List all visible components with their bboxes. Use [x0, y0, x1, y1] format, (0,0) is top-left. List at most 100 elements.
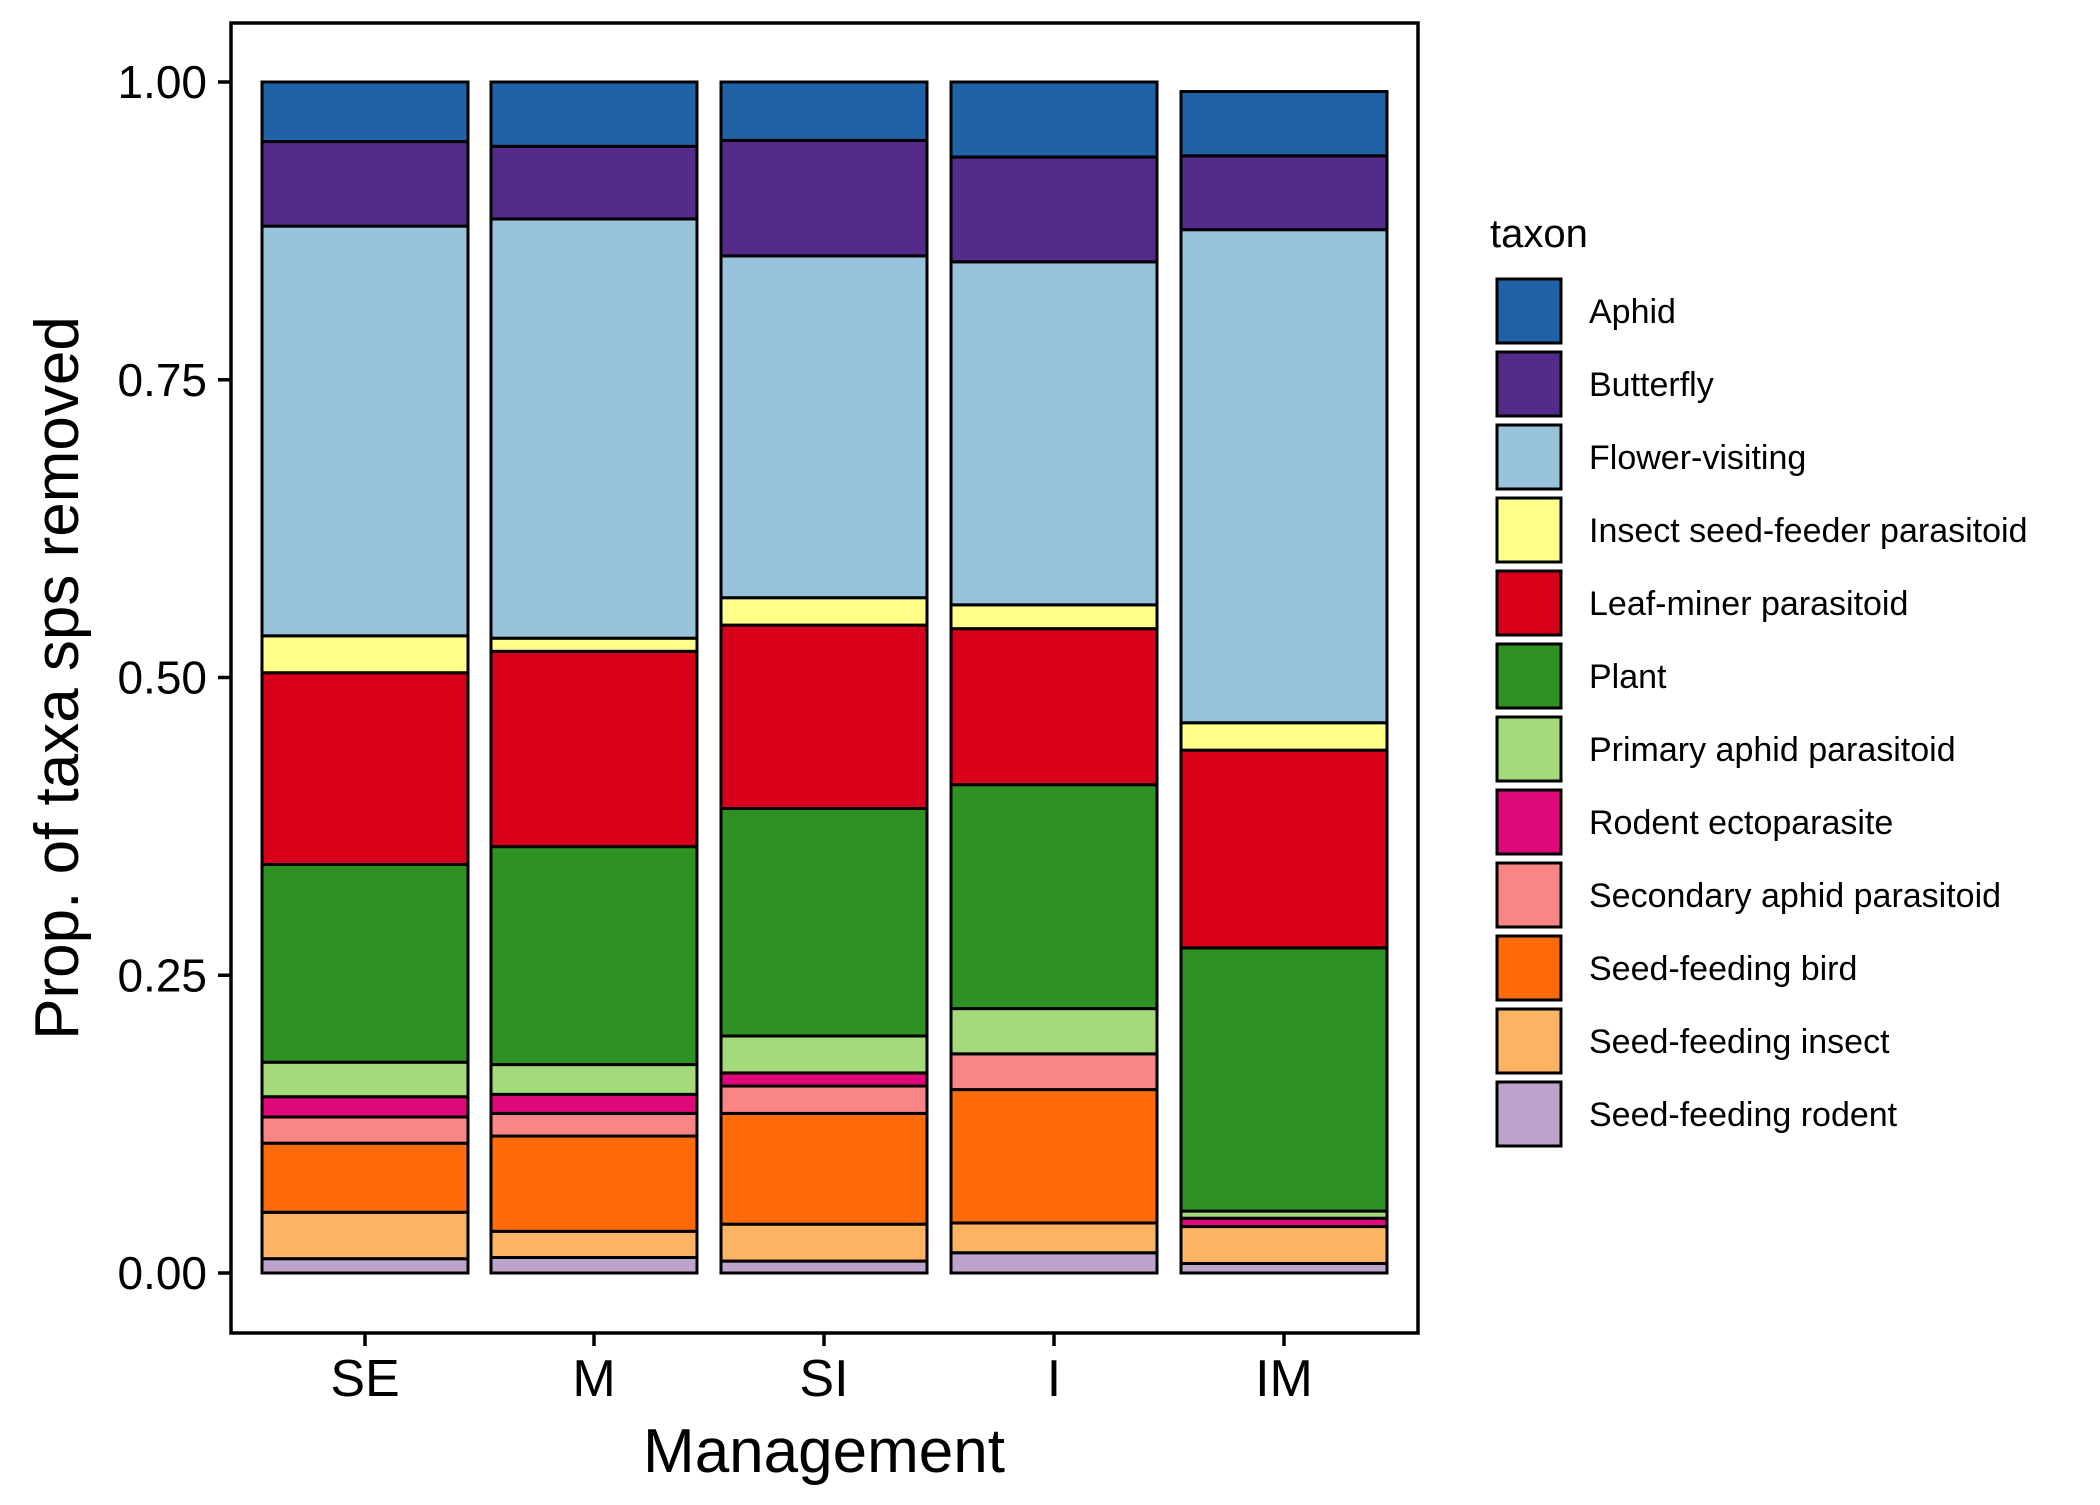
- bar-segment-si-plant: [719, 807, 929, 1038]
- bar-segment-si-rodent-ectoparasite: [719, 1071, 929, 1088]
- bar-stack-im: [1179, 90, 1389, 1275]
- x-axis-title: Management: [643, 1417, 1005, 1486]
- bar-segment-i-secondary-aphid-parasitoid: [949, 1052, 1159, 1092]
- bar-stack-m: [489, 80, 699, 1275]
- bar-segment-m-secondary-aphid-parasitoid: [489, 1111, 699, 1138]
- bar-segment-im-insect-seed-feeder-parasitoid: [1179, 721, 1389, 752]
- bar-segment-m-flower-visiting: [489, 217, 699, 640]
- legend-item-primary-aphid-parasitoid: Primary aphid parasitoid: [1495, 715, 1956, 783]
- bars-layer: [260, 80, 1389, 1275]
- legend-key: [1495, 496, 1563, 564]
- bar-segment-si-primary-aphid-parasitoid: [719, 1034, 929, 1075]
- bar-segment-se-aphid: [260, 80, 470, 144]
- bar-segment-se-leaf-miner-parasitoid: [260, 671, 470, 866]
- y-tick-label: 1.00: [117, 56, 207, 108]
- bar-segment-si-butterfly: [719, 138, 929, 258]
- x-tick-label-se: SE: [330, 1350, 399, 1408]
- bar-segment-se-seed-feeding-bird: [260, 1141, 470, 1214]
- bar-segment-si-flower-visiting: [719, 254, 929, 600]
- bar-segment-m-insect-seed-feeder-parasitoid: [489, 636, 699, 653]
- legend-key: [1495, 934, 1563, 1002]
- bar-segment-i-seed-feeding-insect: [949, 1221, 1159, 1255]
- legend-key: [1495, 788, 1563, 856]
- bar-segment-i-primary-aphid-parasitoid: [949, 1007, 1159, 1056]
- bar-segment-m-leaf-miner-parasitoid: [489, 649, 699, 849]
- bar-segment-si-seed-feeding-rodent: [719, 1259, 929, 1275]
- bar-stack-si: [719, 80, 929, 1275]
- bar-segment-m-rodent-ectoparasite: [489, 1092, 699, 1115]
- legend-item-secondary-aphid-parasitoid: Secondary aphid parasitoid: [1495, 861, 2001, 929]
- legend-label: Seed-feeding bird: [1589, 950, 1857, 988]
- legend-label: Secondary aphid parasitoid: [1589, 877, 2001, 915]
- legend-item-seed-feeding-insect: Seed-feeding insect: [1495, 1007, 1890, 1075]
- legend-item-aphid: Aphid: [1495, 277, 1676, 345]
- bar-segment-i-aphid: [949, 80, 1159, 159]
- bar-segment-se-flower-visiting: [260, 224, 470, 638]
- bar-segment-m-primary-aphid-parasitoid: [489, 1063, 699, 1096]
- legend-key: [1495, 1080, 1563, 1148]
- legend-item-plant: Plant: [1495, 642, 1667, 710]
- x-tick-label-i: I: [1047, 1350, 1061, 1408]
- legend-key: [1495, 350, 1563, 418]
- legend-label: Aphid: [1589, 293, 1676, 331]
- legend-item-seed-feeding-rodent: Seed-feeding rodent: [1495, 1080, 1898, 1148]
- x-tick-label-im: IM: [1255, 1350, 1313, 1408]
- bar-segment-se-plant: [260, 862, 470, 1064]
- bar-segment-m-aphid: [489, 80, 699, 148]
- legend-item-rodent-ectoparasite: Rodent ectoparasite: [1495, 788, 1893, 856]
- legend-label: Seed-feeding rodent: [1589, 1096, 1898, 1134]
- bar-segment-i-seed-feeding-bird: [949, 1088, 1159, 1225]
- legend-label: Primary aphid parasitoid: [1589, 731, 1956, 769]
- bar-segment-si-leaf-miner-parasitoid: [719, 623, 929, 811]
- bar-segment-si-insect-seed-feeder-parasitoid: [719, 596, 929, 627]
- legend-label: Leaf-miner parasitoid: [1589, 585, 1908, 623]
- y-axis: 0.00 0.25 0.50 0.75 1.00: [117, 56, 231, 1299]
- legend-label: Flower-visiting: [1589, 439, 1806, 477]
- bar-segment-i-insect-seed-feeder-parasitoid: [949, 603, 1159, 631]
- legend-label: Seed-feeding insect: [1589, 1023, 1890, 1061]
- bar-segment-i-seed-feeding-rodent: [949, 1251, 1159, 1275]
- y-tick-label: 0.50: [117, 652, 207, 704]
- legend-key: [1495, 277, 1563, 345]
- bar-segment-im-leaf-miner-parasitoid: [1179, 748, 1389, 950]
- legend-key: [1495, 569, 1563, 637]
- bar-segment-i-flower-visiting: [949, 260, 1159, 607]
- legend-item-insect-seed-feeder-parasitoid: Insect seed-feeder parasitoid: [1495, 496, 2027, 564]
- y-tick-label: 0.75: [117, 354, 207, 406]
- bar-segment-m-seed-feeding-bird: [489, 1134, 699, 1233]
- bar-segment-se-primary-aphid-parasitoid: [260, 1060, 470, 1099]
- bar-segment-se-insect-seed-feeder-parasitoid: [260, 634, 470, 675]
- bar-segment-m-seed-feeding-insect: [489, 1229, 699, 1260]
- legend-label: Plant: [1589, 658, 1667, 696]
- bar-segment-im-aphid: [1179, 90, 1389, 158]
- bar-segment-m-butterfly: [489, 144, 699, 221]
- bar-segment-m-seed-feeding-rodent: [489, 1256, 699, 1275]
- bar-segment-m-plant: [489, 845, 699, 1067]
- bar-segment-i-butterfly: [949, 155, 1159, 264]
- bar-stack-se: [260, 80, 470, 1275]
- bar-segment-im-flower-visiting: [1179, 228, 1389, 725]
- legend-item-flower-visiting: Flower-visiting: [1495, 423, 1806, 491]
- bar-segment-si-seed-feeding-insect: [719, 1222, 929, 1263]
- legend-key: [1495, 715, 1563, 783]
- legend-key: [1495, 423, 1563, 491]
- bar-segment-si-seed-feeding-bird: [719, 1111, 929, 1226]
- legend-title: taxon: [1490, 212, 1588, 256]
- y-tick-label: 0.25: [117, 949, 207, 1001]
- bar-segment-si-secondary-aphid-parasitoid: [719, 1084, 929, 1115]
- bar-segment-se-secondary-aphid-parasitoid: [260, 1115, 470, 1145]
- x-axis: SE M SI I IM: [330, 1333, 1313, 1408]
- bar-stack-i: [949, 80, 1159, 1275]
- x-tick-label-si: SI: [799, 1350, 848, 1408]
- bar-segment-se-rodent-ectoparasite: [260, 1095, 470, 1119]
- legend-label: Insect seed-feeder parasitoid: [1589, 512, 2027, 550]
- bar-segment-se-seed-feeding-insect: [260, 1210, 470, 1261]
- y-tick-label: 0.00: [117, 1247, 207, 1299]
- bar-segment-si-aphid: [719, 80, 929, 142]
- legend-item-seed-feeding-bird: Seed-feeding bird: [1495, 934, 1857, 1002]
- legend-key: [1495, 1007, 1563, 1075]
- bar-segment-im-plant: [1179, 946, 1389, 1213]
- legend: taxon Aphid Butterfly Flower-visiting Insec…: [1490, 212, 2027, 1148]
- bar-segment-im-butterfly: [1179, 154, 1389, 232]
